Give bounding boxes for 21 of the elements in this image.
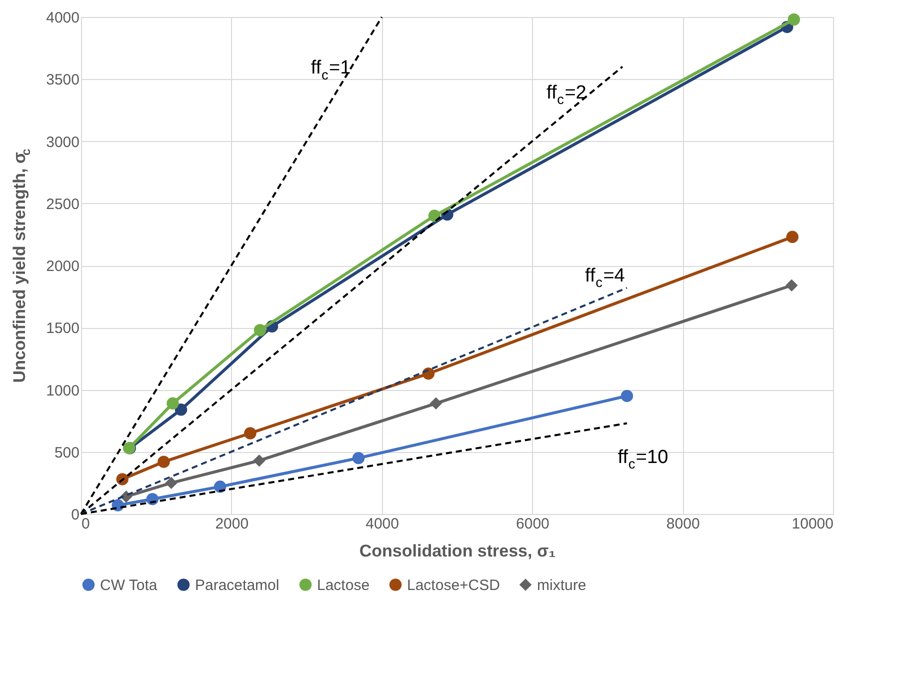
y-axis-title: Unconfined yield strength, σc xyxy=(10,148,34,383)
legend-label: Lactose+CSD xyxy=(407,576,500,594)
x-tick-label: 4000 xyxy=(366,516,399,532)
y-tick-label: 2500 xyxy=(46,196,80,213)
x-tick-label: 6000 xyxy=(516,516,550,532)
y-tick-label: 1500 xyxy=(46,320,80,338)
x-tick-label: 8000 xyxy=(666,516,700,532)
y-tick-label: 500 xyxy=(54,444,80,462)
legend-label: CW Tota xyxy=(100,576,158,594)
y-tick-label: 3000 xyxy=(46,134,80,151)
x-tick-label: 10000 xyxy=(792,516,834,532)
y-tick-label: 3500 xyxy=(46,72,80,89)
y-tick-label: 1000 xyxy=(46,382,80,400)
y-tick-label: 4000 xyxy=(46,10,80,26)
legend-label: Paracetamol xyxy=(195,576,280,594)
x-tick-label: 0 xyxy=(82,516,90,532)
legend-label: Lactose xyxy=(317,576,370,594)
x-axis-title: Consolidation stress, σ₁ xyxy=(359,542,556,560)
y-tick-label: 2000 xyxy=(46,258,80,275)
x-tick-label: 2000 xyxy=(215,516,249,532)
legend-label: mixture xyxy=(537,576,586,594)
